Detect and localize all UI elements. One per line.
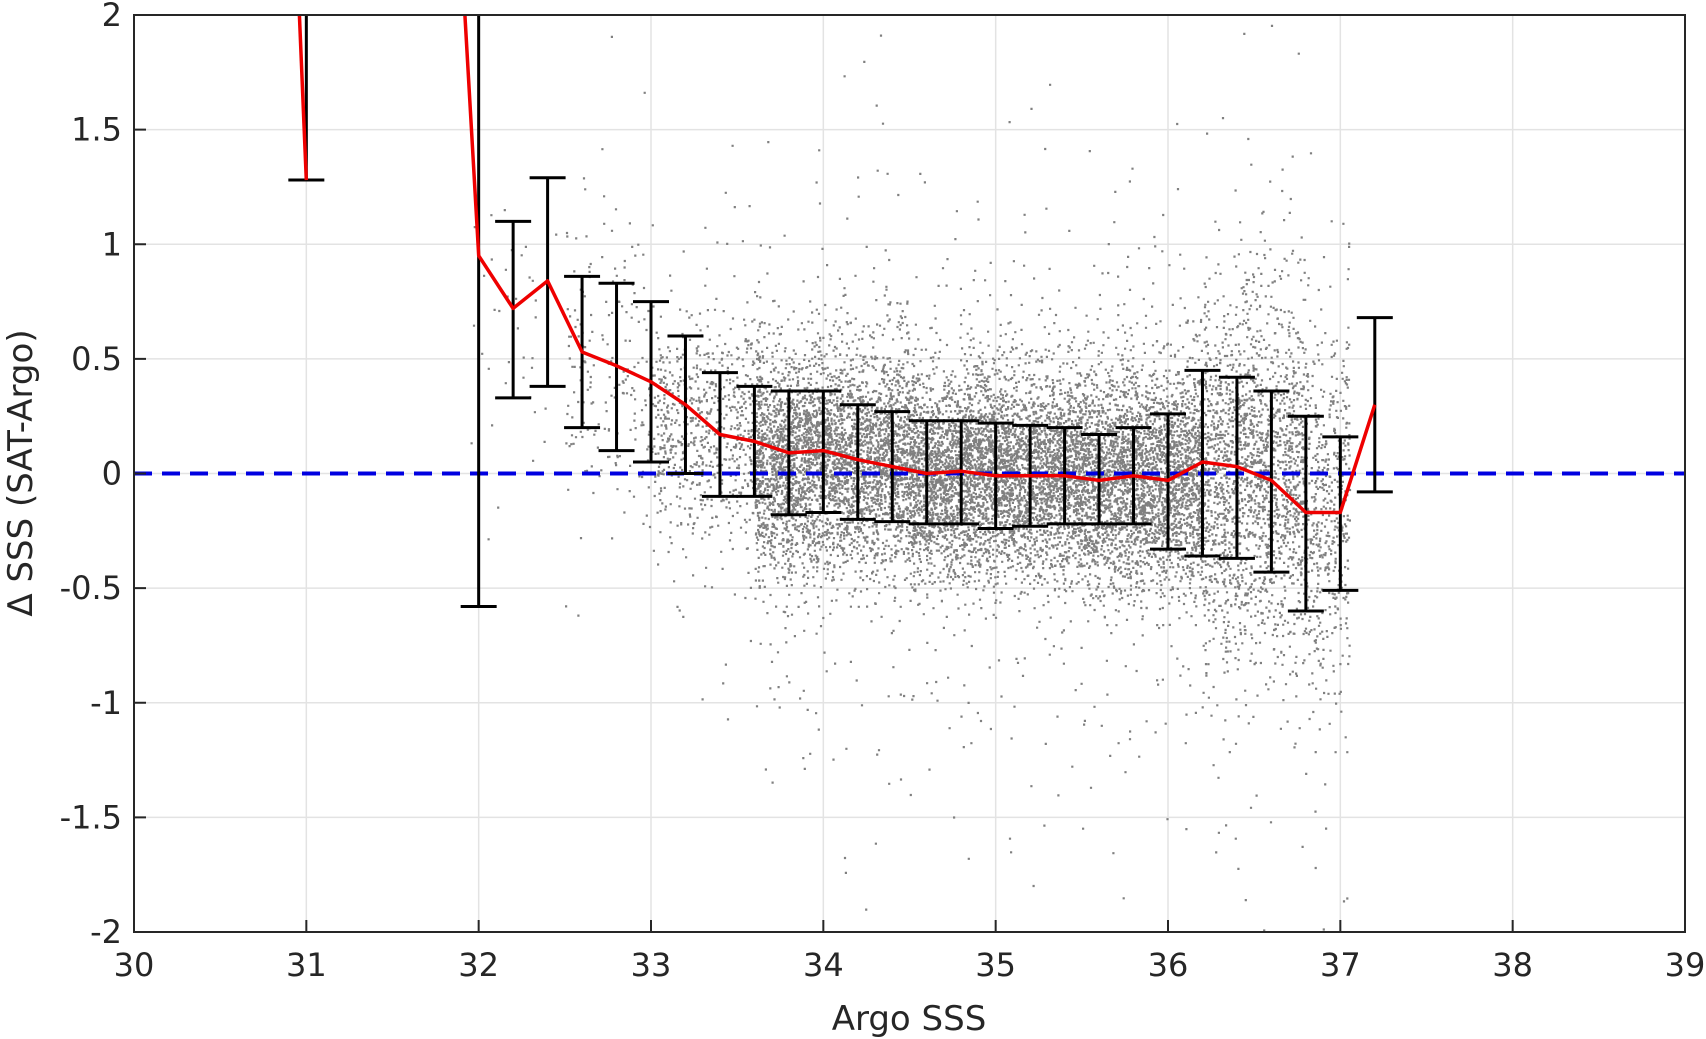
x-tick-label: 35 bbox=[975, 946, 1016, 984]
y-tick-label: 1 bbox=[102, 225, 122, 263]
x-tick-label: 30 bbox=[114, 946, 155, 984]
x-tick-label: 32 bbox=[458, 946, 499, 984]
mean-line bbox=[297, 14, 1377, 515]
y-tick-label: -1.5 bbox=[60, 798, 122, 836]
y-axis-title: Δ SSS (SAT-Argo) bbox=[1, 329, 41, 616]
y-tick-label: 0.5 bbox=[71, 340, 122, 378]
x-axis-ticks: 30 31 32 33 34 35 36 37 38 39 bbox=[114, 920, 1706, 984]
x-tick-label: 39 bbox=[1665, 946, 1706, 984]
error-bar bbox=[460, 15, 497, 608]
scatter-cloud bbox=[470, 24, 1352, 932]
x-tick-label: 34 bbox=[803, 946, 844, 984]
y-tick-label: -0.5 bbox=[60, 569, 122, 607]
error-bar bbox=[839, 403, 876, 521]
x-tick-label: 36 bbox=[1148, 946, 1189, 984]
x-tick-label: 33 bbox=[631, 946, 672, 984]
y-tick-label: 1.5 bbox=[71, 111, 122, 149]
y-tick-label: -2 bbox=[90, 913, 122, 951]
scatter-point-cloud bbox=[470, 24, 1352, 932]
x-tick-label: 37 bbox=[1320, 946, 1361, 984]
mean-line-segment bbox=[297, 14, 309, 181]
x-axis-title: Argo SSS bbox=[832, 999, 987, 1039]
y-tick-label: -1 bbox=[90, 684, 122, 722]
y-tick-label: 0 bbox=[102, 455, 122, 493]
x-tick-label: 31 bbox=[286, 946, 327, 984]
y-axis-ticks: -2 -1.5 -1 -0.5 0 0.5 1 1.5 2 bbox=[60, 0, 146, 951]
mean-line-segment bbox=[463, 14, 1377, 515]
x-tick-label: 38 bbox=[1492, 946, 1533, 984]
y-tick-label: 2 bbox=[102, 0, 122, 34]
